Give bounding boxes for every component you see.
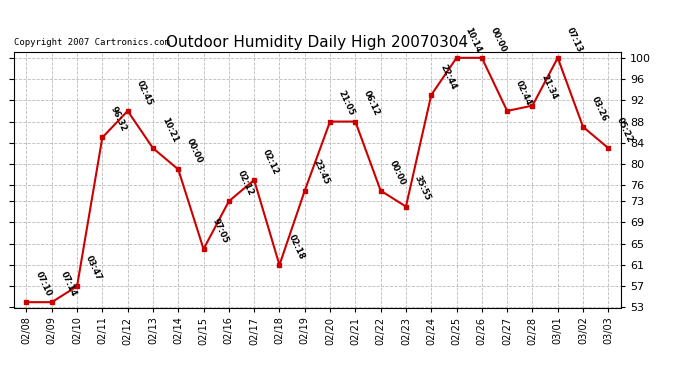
- Text: 07:14: 07:14: [59, 270, 78, 298]
- Text: 00:00: 00:00: [388, 159, 407, 186]
- Text: 06:12: 06:12: [362, 89, 382, 117]
- Text: 23:45: 23:45: [312, 158, 331, 186]
- Text: 97:05: 97:05: [210, 217, 230, 245]
- Text: 03:47: 03:47: [84, 254, 103, 282]
- Text: 22:44: 22:44: [438, 63, 457, 91]
- Text: 10:21: 10:21: [160, 116, 179, 144]
- Text: 96:32: 96:32: [109, 105, 129, 134]
- Text: 35:55: 35:55: [413, 174, 433, 202]
- Text: 02:45: 02:45: [135, 79, 154, 107]
- Text: 02:18: 02:18: [286, 233, 306, 261]
- Text: 02:12: 02:12: [261, 148, 281, 176]
- Text: 00:00: 00:00: [489, 26, 508, 54]
- Text: 03:26: 03:26: [590, 95, 609, 123]
- Text: 02:44: 02:44: [514, 79, 533, 107]
- Text: 21:34: 21:34: [540, 74, 559, 102]
- Title: Outdoor Humidity Daily High 20070304: Outdoor Humidity Daily High 20070304: [166, 35, 469, 50]
- Text: 10:14: 10:14: [464, 26, 483, 54]
- Text: 21:05: 21:05: [337, 89, 357, 117]
- Text: 05:22: 05:22: [615, 116, 635, 144]
- Text: 07:13: 07:13: [564, 26, 584, 54]
- Text: 02:12: 02:12: [236, 169, 255, 197]
- Text: 00:00: 00:00: [185, 138, 204, 165]
- Text: 07:10: 07:10: [33, 270, 52, 298]
- Text: Copyright 2007 Cartronics.com: Copyright 2007 Cartronics.com: [14, 38, 170, 47]
